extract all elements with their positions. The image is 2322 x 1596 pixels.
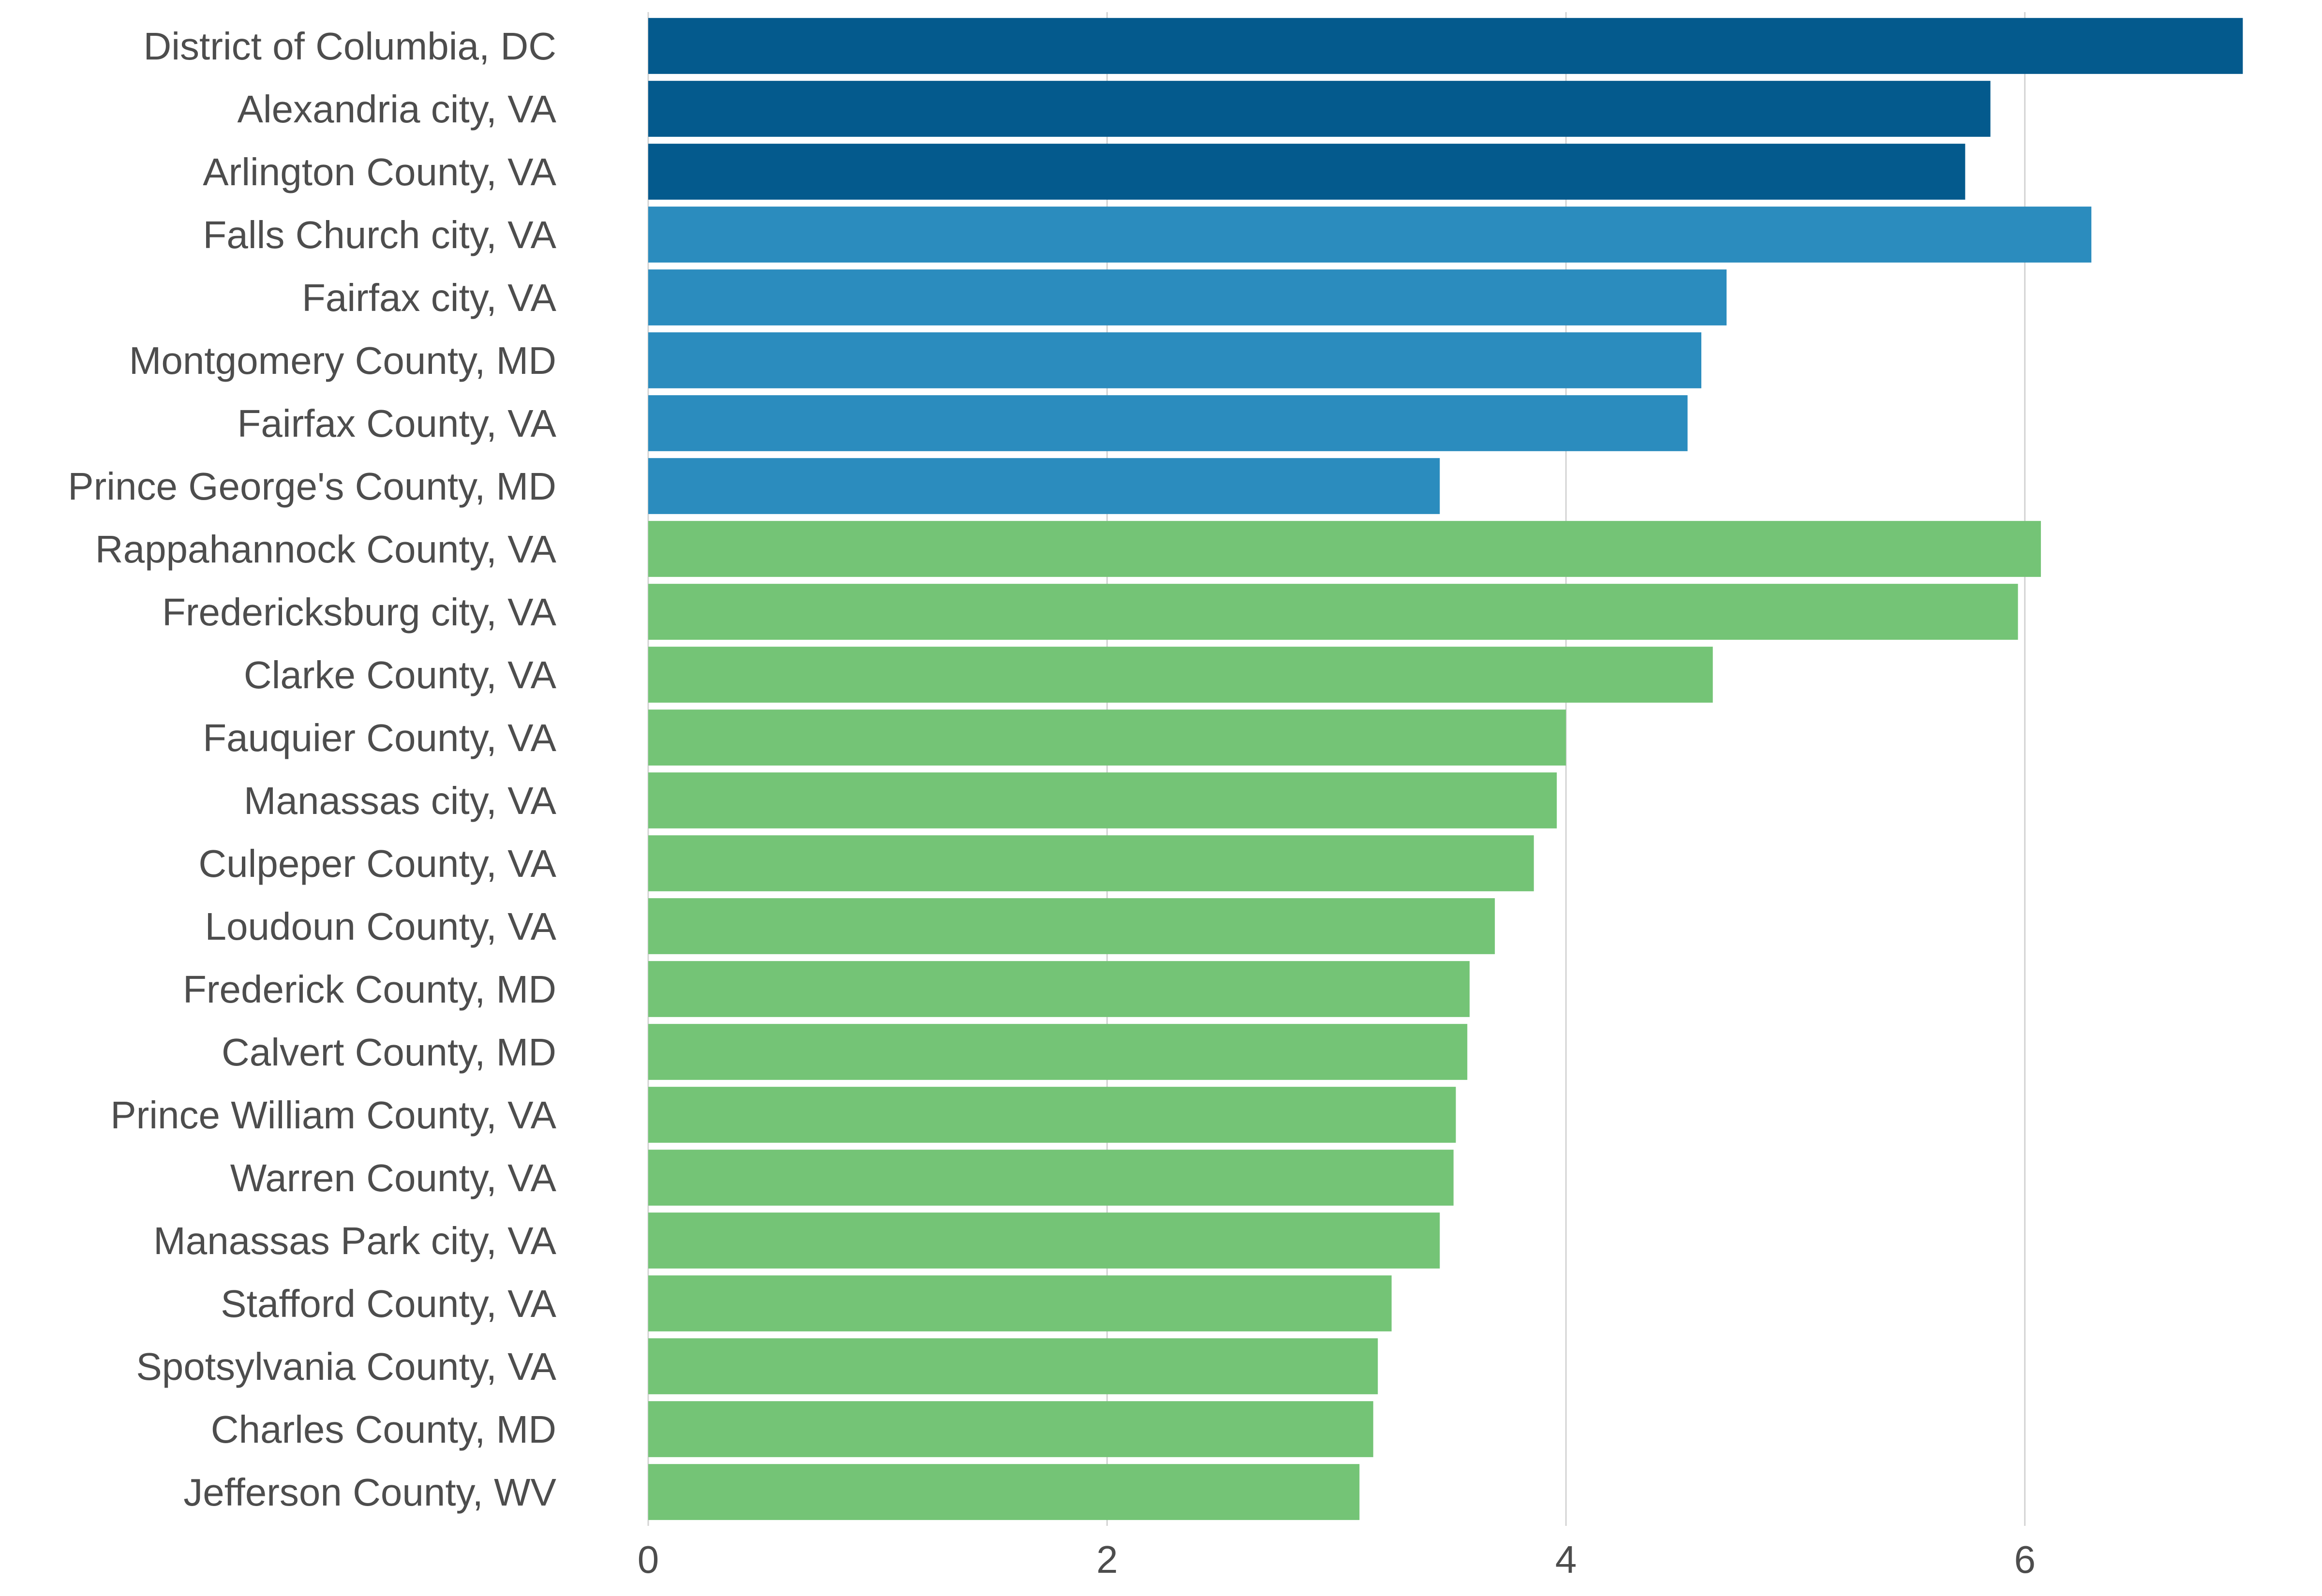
bar — [648, 709, 1566, 766]
bar — [648, 1212, 1440, 1269]
category-label: Stafford County, VA — [221, 1282, 556, 1325]
bar — [648, 1275, 1392, 1331]
bar-layer — [648, 18, 2243, 1520]
category-label: Rappahannock County, VA — [95, 528, 557, 571]
category-label: Frederick County, MD — [183, 968, 556, 1011]
x-tick-label: 0 — [638, 1538, 659, 1581]
category-label: Manassas Park city, VA — [153, 1219, 556, 1262]
category-label: Manassas city, VA — [244, 779, 557, 822]
category-label: Prince George's County, MD — [68, 465, 556, 508]
category-label: Fairfax city, VA — [302, 276, 557, 319]
bar — [648, 395, 1688, 451]
category-label: Fairfax County, VA — [238, 402, 557, 445]
category-label: Jefferson County, WV — [183, 1471, 556, 1514]
category-label: Montgomery County, MD — [129, 339, 556, 382]
category-label: Spotsylvania County, VA — [136, 1345, 556, 1388]
category-label: Clarke County, VA — [244, 653, 557, 696]
category-label: Loudoun County, VA — [205, 905, 557, 948]
bar — [648, 332, 1701, 388]
bar — [648, 81, 1991, 137]
category-label: Fredericksburg city, VA — [162, 591, 557, 634]
x-tick-label: 2 — [1096, 1538, 1118, 1581]
bar — [648, 772, 1557, 828]
bar — [648, 521, 2041, 577]
bar — [648, 1150, 1454, 1206]
bar — [648, 835, 1534, 891]
category-label: Prince William County, VA — [110, 1094, 556, 1137]
category-label: Arlington County, VA — [203, 150, 556, 193]
bar — [648, 961, 1470, 1017]
bar — [648, 1087, 1456, 1143]
category-label-layer: District of Columbia, DC Alexandria city,… — [68, 25, 556, 1514]
bar — [648, 207, 2092, 263]
bar — [648, 1464, 1360, 1520]
grid-layer — [647, 12, 2026, 1526]
bar — [648, 1401, 1373, 1457]
bar — [648, 458, 1440, 514]
category-label: Charles County, MD — [211, 1408, 556, 1451]
bar — [648, 647, 1713, 703]
category-label: Alexandria city, VA — [237, 88, 556, 131]
bar — [648, 584, 2018, 640]
category-label: District of Columbia, DC — [143, 25, 556, 68]
bar — [648, 269, 1727, 325]
category-label: Warren County, VA — [230, 1156, 557, 1199]
x-tick-label-layer: 0 2 4 6 — [638, 1538, 2036, 1581]
category-label: Fauquier County, VA — [203, 716, 556, 759]
bar — [648, 144, 1965, 200]
bar — [648, 898, 1495, 954]
bar — [648, 1024, 1468, 1080]
x-tick-label: 6 — [2014, 1538, 2036, 1581]
category-label: Falls Church city, VA — [203, 213, 556, 256]
bar — [648, 1338, 1378, 1394]
x-tick-label: 4 — [1555, 1538, 1577, 1581]
category-label: Calvert County, MD — [222, 1031, 556, 1074]
bar — [648, 18, 2243, 74]
category-label: Culpeper County, VA — [198, 842, 556, 885]
